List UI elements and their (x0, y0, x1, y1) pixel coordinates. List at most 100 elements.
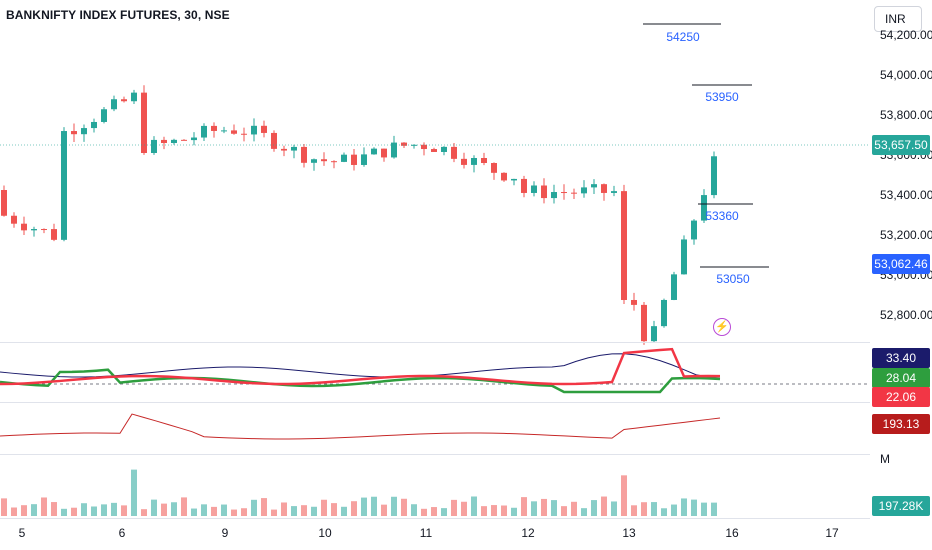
volume-bar (191, 508, 197, 516)
volume-unit-label: M (880, 452, 890, 466)
last-price-tag: 53,657.50 (872, 135, 930, 155)
lightning-icon[interactable]: ⚡ (713, 318, 731, 336)
candle-body (271, 132, 277, 149)
volume-bar (301, 505, 307, 516)
volume-bar (251, 499, 257, 516)
pane-separator[interactable] (0, 402, 870, 403)
volume-bar (281, 502, 287, 516)
candle-body (201, 125, 207, 138)
adx-tag: 33.40 (872, 348, 930, 368)
volume-bar (591, 500, 597, 516)
volume-bar (481, 506, 487, 516)
volume-bar (311, 506, 317, 516)
candle-body (41, 229, 47, 231)
candle-body (191, 137, 197, 141)
candle-body (651, 326, 657, 342)
volume-bar (331, 503, 337, 516)
candle-body (181, 139, 187, 141)
level-label: 53360 (705, 209, 739, 223)
candle-body (561, 192, 567, 194)
candle-body (381, 148, 387, 158)
volume-bar (71, 507, 77, 516)
candle-body (521, 178, 527, 193)
pane-separator[interactable] (0, 342, 870, 343)
volume-bar (221, 504, 227, 516)
volume-bar (461, 501, 467, 516)
candle-body (371, 148, 377, 155)
volume-bar (661, 508, 667, 516)
pane-separator[interactable] (0, 454, 870, 455)
volume-bar (261, 498, 267, 516)
volume-bar (401, 498, 407, 516)
volume-bar (531, 501, 537, 516)
indicator-line (0, 413, 721, 440)
candle-body (351, 154, 357, 165)
volume-bar (171, 502, 177, 516)
price-axis-label: 53,400.00 (880, 188, 932, 202)
candle-body (91, 121, 97, 129)
volume-bar (161, 503, 167, 516)
candle-body (291, 146, 297, 151)
candle-body (691, 220, 697, 240)
volume-bar (681, 498, 687, 516)
volume-bar (431, 507, 437, 516)
pane-separator[interactable] (0, 518, 870, 519)
candle-body (301, 146, 307, 163)
candle-body (611, 191, 617, 193)
volume-bar (491, 505, 497, 516)
candle-body (501, 172, 507, 181)
candle-body (21, 223, 27, 231)
candle-body (471, 158, 477, 165)
currency-button[interactable]: INR (874, 6, 922, 32)
volume-bar (141, 509, 147, 516)
volume-bar (181, 497, 187, 516)
level-price-tag: 53,062.46 (872, 254, 930, 274)
candle-body (11, 215, 17, 224)
volume-bar (91, 506, 97, 516)
volume-bar (551, 500, 557, 516)
volume-bar (641, 502, 647, 516)
candle-body (71, 131, 77, 135)
candle-body (241, 133, 247, 135)
volume-bar (421, 508, 427, 516)
candle-body (621, 191, 627, 300)
candle-body (671, 274, 677, 300)
candle-body (141, 92, 147, 153)
date-label: 12 (521, 526, 535, 540)
level-label: 53950 (705, 90, 739, 104)
candle-body (331, 161, 337, 163)
candle-body (591, 184, 597, 188)
plus-di-tag: 28.04 (872, 368, 930, 388)
volume-bar (371, 496, 377, 516)
volume-bar (381, 504, 387, 516)
volume-bar (601, 496, 607, 516)
candle-body (571, 192, 577, 194)
indicator-pane (0, 347, 870, 440)
volume-bar (651, 502, 657, 516)
candle-body (701, 195, 707, 221)
candle-body (541, 185, 547, 199)
date-label: 16 (725, 526, 739, 540)
candle-body (661, 299, 667, 327)
candle-body (61, 131, 67, 240)
date-label: 10 (318, 526, 332, 540)
volume-bar (451, 499, 457, 516)
candle-body (451, 146, 457, 159)
candle-body (391, 142, 397, 158)
date-label: 13 (622, 526, 636, 540)
indicator-line-tag: 193.13 (872, 414, 930, 434)
volume-bar (581, 508, 587, 516)
candles (1, 85, 717, 345)
volume-bar (131, 469, 137, 516)
level-label: 53050 (716, 272, 750, 286)
price-axis-label: 53,200.00 (880, 228, 932, 242)
candle-body (151, 139, 157, 153)
candle-body (601, 184, 607, 193)
level-lines (0, 23, 870, 268)
candle-body (101, 109, 107, 122)
candle-body (311, 159, 317, 163)
candle-body (531, 185, 537, 193)
candle-body (211, 125, 217, 131)
candle-body (121, 99, 127, 102)
